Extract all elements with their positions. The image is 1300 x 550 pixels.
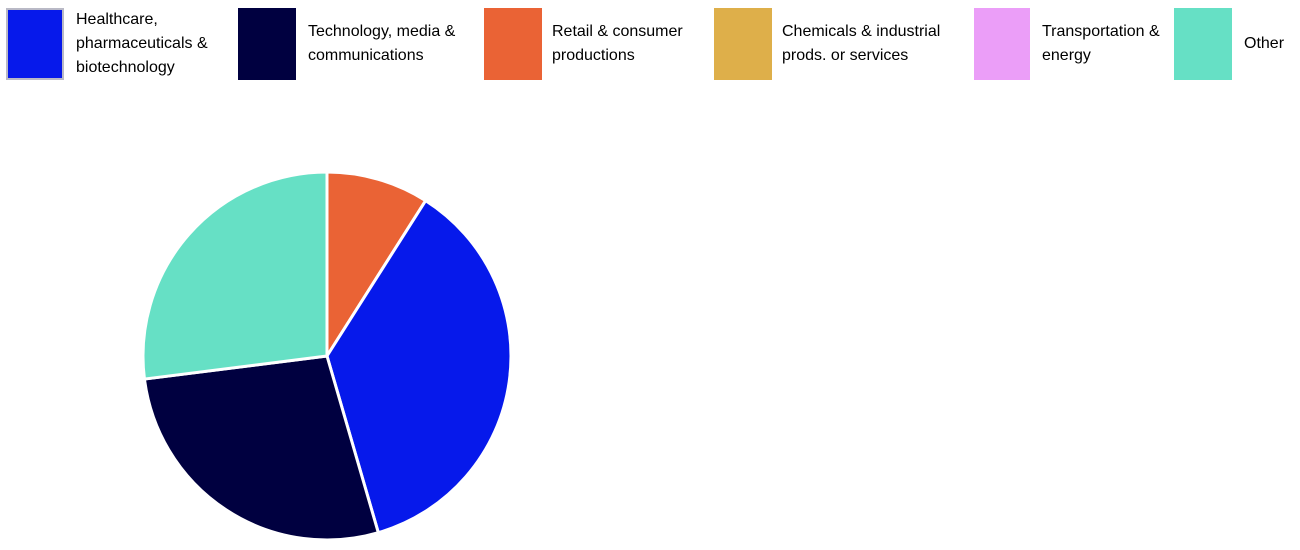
legend-label-transportation: Transportation & energy bbox=[1042, 23, 1160, 64]
pie-slice-technology bbox=[142, 354, 380, 542]
legend-label-retail: Retail & consumer productions bbox=[552, 23, 683, 64]
legend-swatch-technology bbox=[238, 8, 296, 80]
legend-swatch-other bbox=[1174, 8, 1232, 80]
legend-swatch-healthcare bbox=[6, 8, 64, 80]
pie-slice-other bbox=[141, 170, 329, 381]
legend-label-healthcare: Healthcare, pharmaceuticals & biotechnol… bbox=[76, 11, 208, 76]
legend-swatch-chemicals bbox=[714, 8, 772, 80]
legend-swatch-retail bbox=[484, 8, 542, 80]
legend-label-other: Other bbox=[1244, 35, 1285, 52]
legend-label-chemicals: Chemicals & industrial prods. or service… bbox=[782, 23, 941, 64]
pie-slice-retail bbox=[325, 170, 428, 358]
pie-slice-healthcare bbox=[325, 199, 513, 535]
legend-label-technology: Technology, media & communications bbox=[308, 23, 456, 64]
legend-swatch-transportation bbox=[974, 8, 1030, 80]
